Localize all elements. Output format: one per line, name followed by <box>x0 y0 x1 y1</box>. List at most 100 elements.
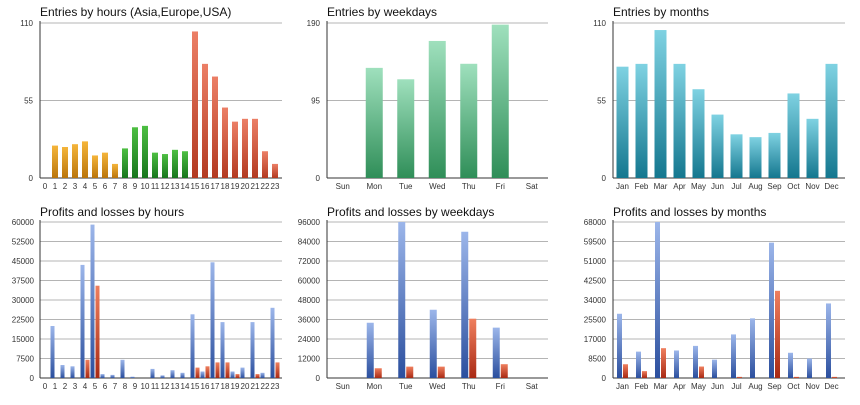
bar <box>222 107 228 178</box>
y-tick-label: 68000 <box>584 218 607 227</box>
bar <box>172 149 178 178</box>
y-tick-label: 36000 <box>298 316 321 325</box>
profit-bar <box>617 313 622 378</box>
y-tick-label: 12000 <box>298 355 321 364</box>
loss-bar <box>661 348 666 378</box>
x-tick-label: 6 <box>103 182 108 191</box>
y-tick-label: 22500 <box>12 316 35 325</box>
x-tick-label: Sat <box>526 382 539 391</box>
bar <box>242 118 248 178</box>
profit-bar <box>230 371 235 378</box>
bar <box>52 145 58 178</box>
bar <box>806 118 819 178</box>
x-tick-label: Jun <box>711 182 724 191</box>
x-tick-label: 11 <box>151 382 160 391</box>
x-tick-label: Tue <box>399 382 413 391</box>
x-tick-label: 5 <box>93 182 98 191</box>
x-tick-label: 18 <box>221 382 230 391</box>
x-tick-label: Apr <box>673 182 686 191</box>
x-tick-label: 17 <box>211 382 220 391</box>
loss-bar <box>275 362 280 378</box>
x-tick-label: 8 <box>123 382 128 391</box>
x-tick-label: Apr <box>673 382 686 391</box>
y-tick-label: 0 <box>316 374 321 383</box>
x-tick-label: 14 <box>181 182 190 191</box>
x-tick-label: Sat <box>526 182 539 191</box>
bar <box>232 121 238 178</box>
loss-bar <box>205 366 210 378</box>
bar <box>192 31 198 179</box>
x-tick-label: 13 <box>171 182 180 191</box>
bar <box>428 40 446 178</box>
x-tick-label: 7 <box>113 382 118 391</box>
x-tick-label: Wed <box>429 182 445 191</box>
y-tick-label: 95 <box>311 97 320 106</box>
bar <box>654 30 667 178</box>
chart-3: Entries by months 0 55 110 Jan Feb Mar Apr May Ju… <box>593 5 845 191</box>
profit-bar <box>120 359 125 378</box>
x-tick-label: Jun <box>711 382 724 391</box>
y-tick-label: 190 <box>307 19 321 28</box>
bar <box>132 127 138 178</box>
profit-bar <box>80 264 85 378</box>
profit-bar <box>712 359 717 378</box>
x-tick-label: 15 <box>191 182 200 191</box>
x-tick-label: Aug <box>748 382 762 391</box>
y-tick-label: 72000 <box>298 257 321 266</box>
x-tick-label: 22 <box>261 182 270 191</box>
profit-bar <box>769 242 774 378</box>
x-tick-label: Sun <box>336 382 350 391</box>
chart-title: Profits and losses by months <box>613 205 766 219</box>
profit-bar <box>366 322 374 378</box>
y-tick-label: 8500 <box>588 355 606 364</box>
profit-bar <box>461 231 469 378</box>
bar <box>491 24 509 179</box>
loss-bar <box>406 366 414 378</box>
loss-bar <box>699 366 704 378</box>
x-tick-label: 1 <box>53 182 58 191</box>
bar <box>635 63 648 179</box>
profit-bar <box>160 375 165 378</box>
x-tick-label: 16 <box>201 182 210 191</box>
y-tick-label: 37500 <box>12 277 35 286</box>
x-tick-label: 3 <box>73 382 78 391</box>
x-tick-label: Feb <box>635 182 649 191</box>
profit-bar <box>750 318 755 378</box>
bar <box>112 163 118 178</box>
bar <box>62 147 68 178</box>
x-tick-label: 10 <box>141 182 150 191</box>
y-tick-label: 48000 <box>298 296 321 305</box>
profit-bar <box>210 262 215 378</box>
loss-bar <box>215 362 220 378</box>
x-tick-label: 19 <box>231 182 240 191</box>
x-tick-label: 15 <box>191 382 200 391</box>
profit-bar <box>674 350 679 378</box>
loss-bar <box>623 364 628 378</box>
chart-2: Entries by weekdays 0 95 190 Sun Mon Tue Wed Thu… <box>307 5 548 191</box>
x-tick-label: May <box>691 182 706 191</box>
bar <box>397 79 415 178</box>
x-tick-label: Tue <box>399 182 413 191</box>
x-tick-label: Aug <box>748 182 762 191</box>
chart-title: Profits and losses by hours <box>40 205 184 219</box>
profit-bar <box>260 372 265 378</box>
profit-bar <box>60 365 65 378</box>
loss-bar <box>642 371 647 378</box>
y-tick-label: 0 <box>30 374 35 383</box>
profit-bar <box>731 334 736 378</box>
x-tick-label: 0 <box>43 182 48 191</box>
loss-bar <box>225 362 230 378</box>
loss-bar <box>500 364 508 378</box>
x-tick-label: Sep <box>767 182 782 191</box>
bar <box>730 134 743 178</box>
profit-bar <box>50 326 55 378</box>
bar <box>252 118 258 178</box>
x-tick-label: Fri <box>496 182 506 191</box>
profit-bar <box>150 368 155 378</box>
y-tick-label: 17000 <box>584 335 607 344</box>
chart-5: Profits and losses by weekdays 0 12000 2400… <box>298 205 548 391</box>
bar <box>768 132 781 178</box>
x-tick-label: 0 <box>43 382 48 391</box>
